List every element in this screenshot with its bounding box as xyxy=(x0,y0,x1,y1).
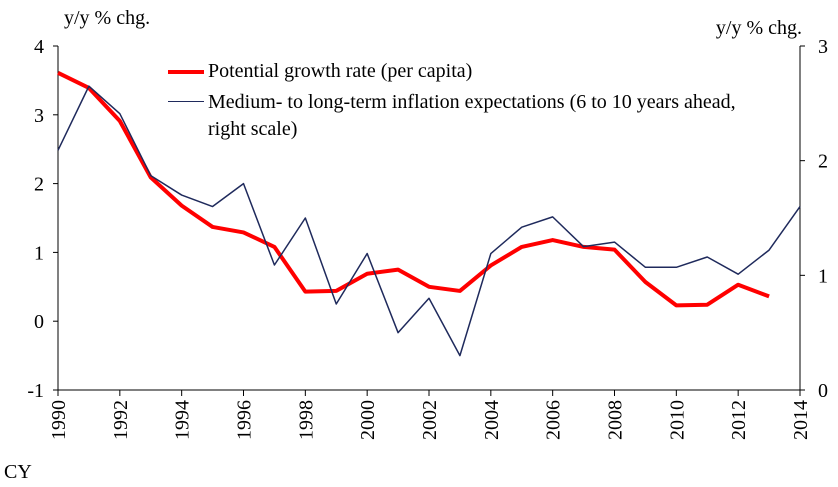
y2-tick-label: 1 xyxy=(818,265,828,287)
legend-label: Medium- to long-term inflation expectati… xyxy=(208,91,736,140)
x-tick-label: 2010 xyxy=(666,400,688,440)
y-tick-label: 2 xyxy=(34,174,44,196)
y-tick-label: 0 xyxy=(34,311,44,333)
x-tick-label: 2000 xyxy=(357,400,379,440)
x-axis-label: CY xyxy=(4,461,32,483)
x-tick-label: 2006 xyxy=(543,400,565,440)
legend-swatch xyxy=(168,101,204,102)
y2-tick-label: 2 xyxy=(818,151,828,173)
x-tick-label: 1996 xyxy=(234,400,256,440)
series-line xyxy=(57,85,801,357)
x-tick-label: 1992 xyxy=(110,400,132,440)
series-line xyxy=(57,71,770,308)
legend-key xyxy=(168,58,204,85)
legend-item: Medium- to long-term inflation expectati… xyxy=(168,89,768,143)
legend: Potential growth rate (per capita) Medium… xyxy=(168,58,768,147)
y-axis-label: y/y % chg. xyxy=(64,7,150,29)
x-tick-label: 2014 xyxy=(790,400,812,440)
y2-axis-label: y/y % chg. xyxy=(716,17,802,39)
x-tick-label: 1994 xyxy=(172,400,194,440)
legend-swatch xyxy=(168,70,204,74)
y2-tick-label: 0 xyxy=(818,380,828,402)
legend-item: Potential growth rate (per capita) xyxy=(168,58,768,85)
x-tick-label: 2004 xyxy=(481,400,503,440)
x-tick-label: 1990 xyxy=(48,400,70,440)
x-tick-label: 2002 xyxy=(419,400,441,440)
y-tick-label: 3 xyxy=(34,105,44,127)
legend-key xyxy=(168,89,204,116)
y2-tick-label: 3 xyxy=(818,36,828,58)
y-tick-label: 1 xyxy=(34,242,44,264)
x-tick-label: 1998 xyxy=(295,400,317,440)
legend-label: Potential growth rate (per capita) xyxy=(208,60,473,82)
x-tick-label: 2008 xyxy=(605,400,627,440)
y-tick-label: 4 xyxy=(34,36,44,58)
y-tick-label: -1 xyxy=(27,380,44,402)
x-tick-label: 2012 xyxy=(728,400,750,440)
